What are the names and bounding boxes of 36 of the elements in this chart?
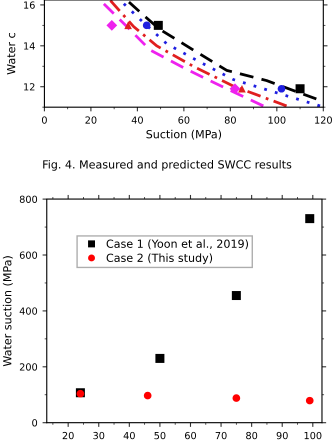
y-tick-label: 200 [20,363,38,371]
caption: Fig. 4. Measured and predicted SWCC results [43,160,292,171]
y-tick-label: 12 [24,83,34,90]
point [306,396,314,404]
legend-label: Case 1 (Yoon et al., 2019) [106,239,248,250]
x-tick-label: 100 [304,432,322,440]
x-tick-label: 60 [178,116,190,124]
x-tick-label: 0 [42,116,47,124]
x-tick-label: 20 [62,432,74,440]
x-tick-label: 20 [85,116,96,124]
x-tick-label: 60 [184,432,196,440]
point [155,354,164,363]
y-axis-title: Water suction (MPa) [2,256,13,366]
x-tick-label: 50 [154,432,166,440]
y-tick-label: 14 [24,42,35,50]
legend-label: Case 2 (This study) [106,253,212,264]
y-tick-label: 800 [20,196,38,203]
x-tick-label: 80 [224,116,236,124]
x-tick-label: 40 [124,432,135,440]
x-tick-label: 40 [132,116,143,124]
point [232,291,241,300]
y-axis-title: Water c [7,33,16,74]
x-tick-label: 30 [93,432,104,440]
point [144,392,152,400]
point [305,214,314,224]
x-tick-label: 120 [315,116,332,124]
x-tick-label: 80 [246,432,258,440]
y-tick-label: 600 [20,251,38,259]
x-tick-label: 90 [276,432,288,440]
y-tick-label: 0 [32,419,38,427]
y-tick-label: 16 [24,1,35,9]
x-tick-label: 100 [268,116,286,124]
y-tick-label: 400 [20,307,38,315]
x-tick-label: 70 [216,432,227,440]
x-axis-title: Suction (MPa) [146,130,222,140]
point [232,394,240,402]
